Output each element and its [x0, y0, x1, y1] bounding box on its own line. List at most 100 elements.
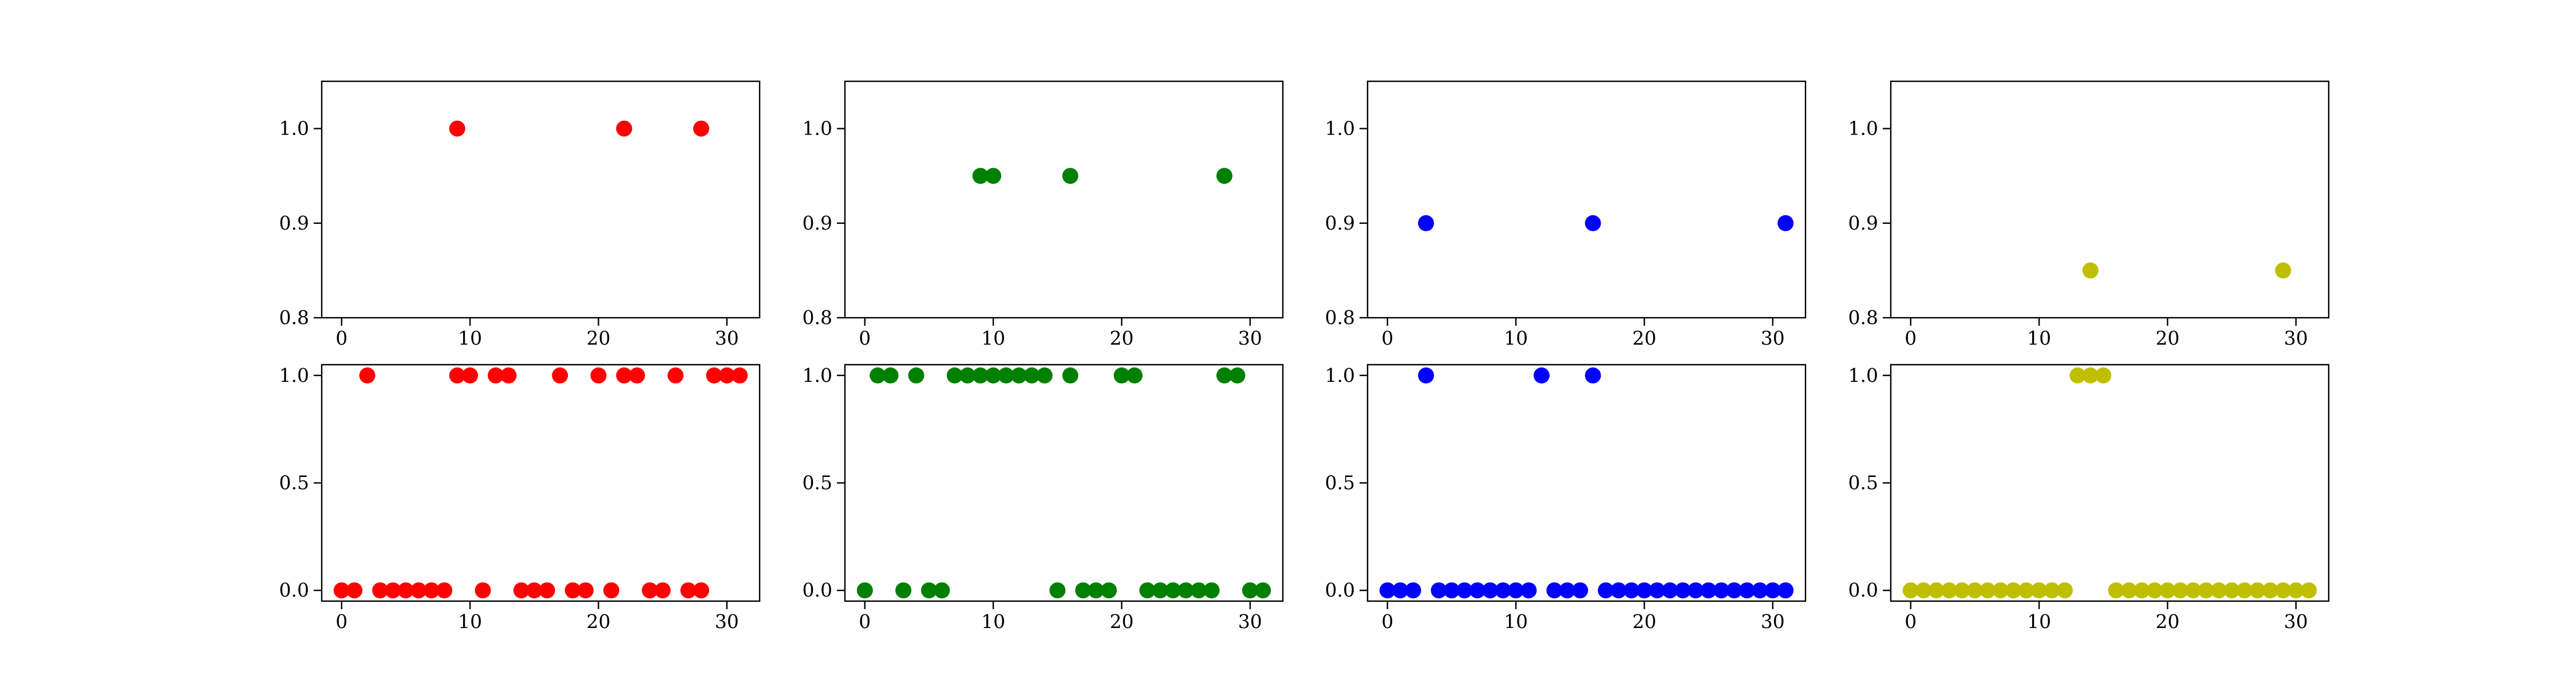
y-tick-label: 0.0 — [803, 579, 832, 601]
y-tick-label: 1.0 — [279, 117, 309, 140]
data-point — [1101, 582, 1117, 599]
data-point — [1674, 582, 1691, 599]
x-tick-label: 10 — [458, 610, 482, 633]
x-tick-label: 30 — [2284, 610, 2308, 633]
data-point — [1418, 367, 1435, 384]
y-tick-label: 0.8 — [1848, 306, 1878, 329]
data-point — [2301, 582, 2317, 599]
x-tick-label: 0 — [1905, 327, 1917, 349]
y-tick-label: 0.9 — [1325, 212, 1355, 234]
data-point — [2082, 367, 2099, 384]
data-point — [654, 582, 671, 599]
axes-frame — [1366, 80, 1807, 319]
y-tick-label: 1.0 — [803, 117, 832, 140]
y-tick-label: 0.0 — [1325, 579, 1355, 601]
axes-frame — [321, 364, 761, 602]
axes-frame — [844, 364, 1284, 602]
data-point — [1777, 215, 1794, 231]
data-point — [1623, 582, 1639, 599]
x-tick-label: 30 — [1761, 610, 1785, 633]
y-tick-label: 0.9 — [279, 212, 309, 234]
data-point — [1700, 582, 1717, 599]
data-point — [1739, 582, 1755, 599]
y-tick-label: 1.0 — [1848, 117, 1878, 140]
data-point — [1469, 582, 1485, 599]
data-point — [1392, 582, 1409, 599]
data-point — [1229, 367, 1246, 384]
data-point — [870, 367, 886, 384]
data-point — [333, 582, 350, 599]
x-tick-label: 10 — [981, 610, 1005, 633]
data-point — [346, 582, 363, 599]
x-tick-label: 30 — [715, 327, 739, 349]
x-tick-label: 10 — [1504, 327, 1528, 349]
data-point — [1966, 582, 1983, 599]
data-point — [972, 367, 989, 384]
y-tick-label: 0.5 — [803, 472, 832, 494]
data-point — [526, 582, 543, 599]
data-point — [2185, 582, 2202, 599]
data-point — [2275, 582, 2291, 599]
data-point — [895, 582, 912, 599]
data-point — [578, 582, 594, 599]
x-tick-label: 30 — [1238, 610, 1262, 633]
data-point — [1902, 582, 1919, 599]
data-point — [1954, 582, 1970, 599]
data-point — [2262, 582, 2278, 599]
data-point — [1062, 168, 1078, 184]
data-point — [1431, 582, 1447, 599]
data-point — [2237, 582, 2253, 599]
y-tick-label: 0.8 — [803, 306, 832, 329]
data-point — [718, 367, 735, 384]
data-point — [1764, 582, 1781, 599]
subplot-1-0: 0 10 20 30 0.0 0.5 1.0 — [279, 364, 761, 633]
data-point — [2223, 582, 2240, 599]
data-point — [385, 582, 401, 599]
data-point — [1546, 582, 1563, 599]
data-point — [706, 367, 722, 384]
axes-frame — [1890, 80, 2330, 319]
data-point — [2018, 582, 2034, 599]
data-point — [1011, 367, 1027, 384]
data-point — [603, 582, 619, 599]
x-tick-label: 10 — [2027, 327, 2051, 349]
data-point — [1992, 582, 2009, 599]
data-point — [1456, 582, 1473, 599]
data-point — [539, 582, 555, 599]
data-point — [449, 120, 465, 137]
data-point — [629, 367, 645, 384]
x-tick-label: 0 — [859, 610, 871, 633]
y-tick-label: 1.0 — [1325, 364, 1355, 386]
data-point — [2057, 582, 2073, 599]
data-point — [1443, 582, 1460, 599]
y-tick-label: 1.0 — [1325, 117, 1355, 140]
data-point — [616, 120, 633, 137]
data-point — [1495, 582, 1511, 599]
data-point — [2198, 582, 2214, 599]
y-tick-label: 0.9 — [1848, 212, 1878, 234]
data-point — [1482, 582, 1499, 599]
data-point — [397, 582, 414, 599]
axes-frame — [844, 80, 1284, 319]
data-point — [2069, 367, 2086, 384]
data-point — [1980, 582, 1996, 599]
data-point — [998, 367, 1014, 384]
data-point — [1152, 582, 1168, 599]
data-point — [693, 120, 709, 137]
x-tick-label: 0 — [1381, 610, 1393, 633]
data-point — [1075, 582, 1092, 599]
data-point — [934, 582, 950, 599]
data-point — [985, 367, 1002, 384]
data-point — [667, 367, 684, 384]
x-tick-label: 30 — [1761, 327, 1785, 349]
subplot-0-2: 0 10 20 30 0.8 0.9 1.0 — [1325, 80, 1807, 349]
axes-frame — [321, 80, 761, 319]
subplot-1-3: 0 10 20 30 0.0 0.5 1.0 — [1848, 364, 2330, 633]
x-tick-label: 20 — [2155, 610, 2179, 633]
data-point — [359, 367, 376, 384]
subplot-1-2: 0 10 20 30 0.0 0.5 1.0 — [1325, 364, 1807, 633]
data-point — [1216, 168, 1232, 184]
x-tick-label: 0 — [335, 327, 347, 349]
data-point — [2005, 582, 2022, 599]
data-point — [1534, 367, 1550, 384]
